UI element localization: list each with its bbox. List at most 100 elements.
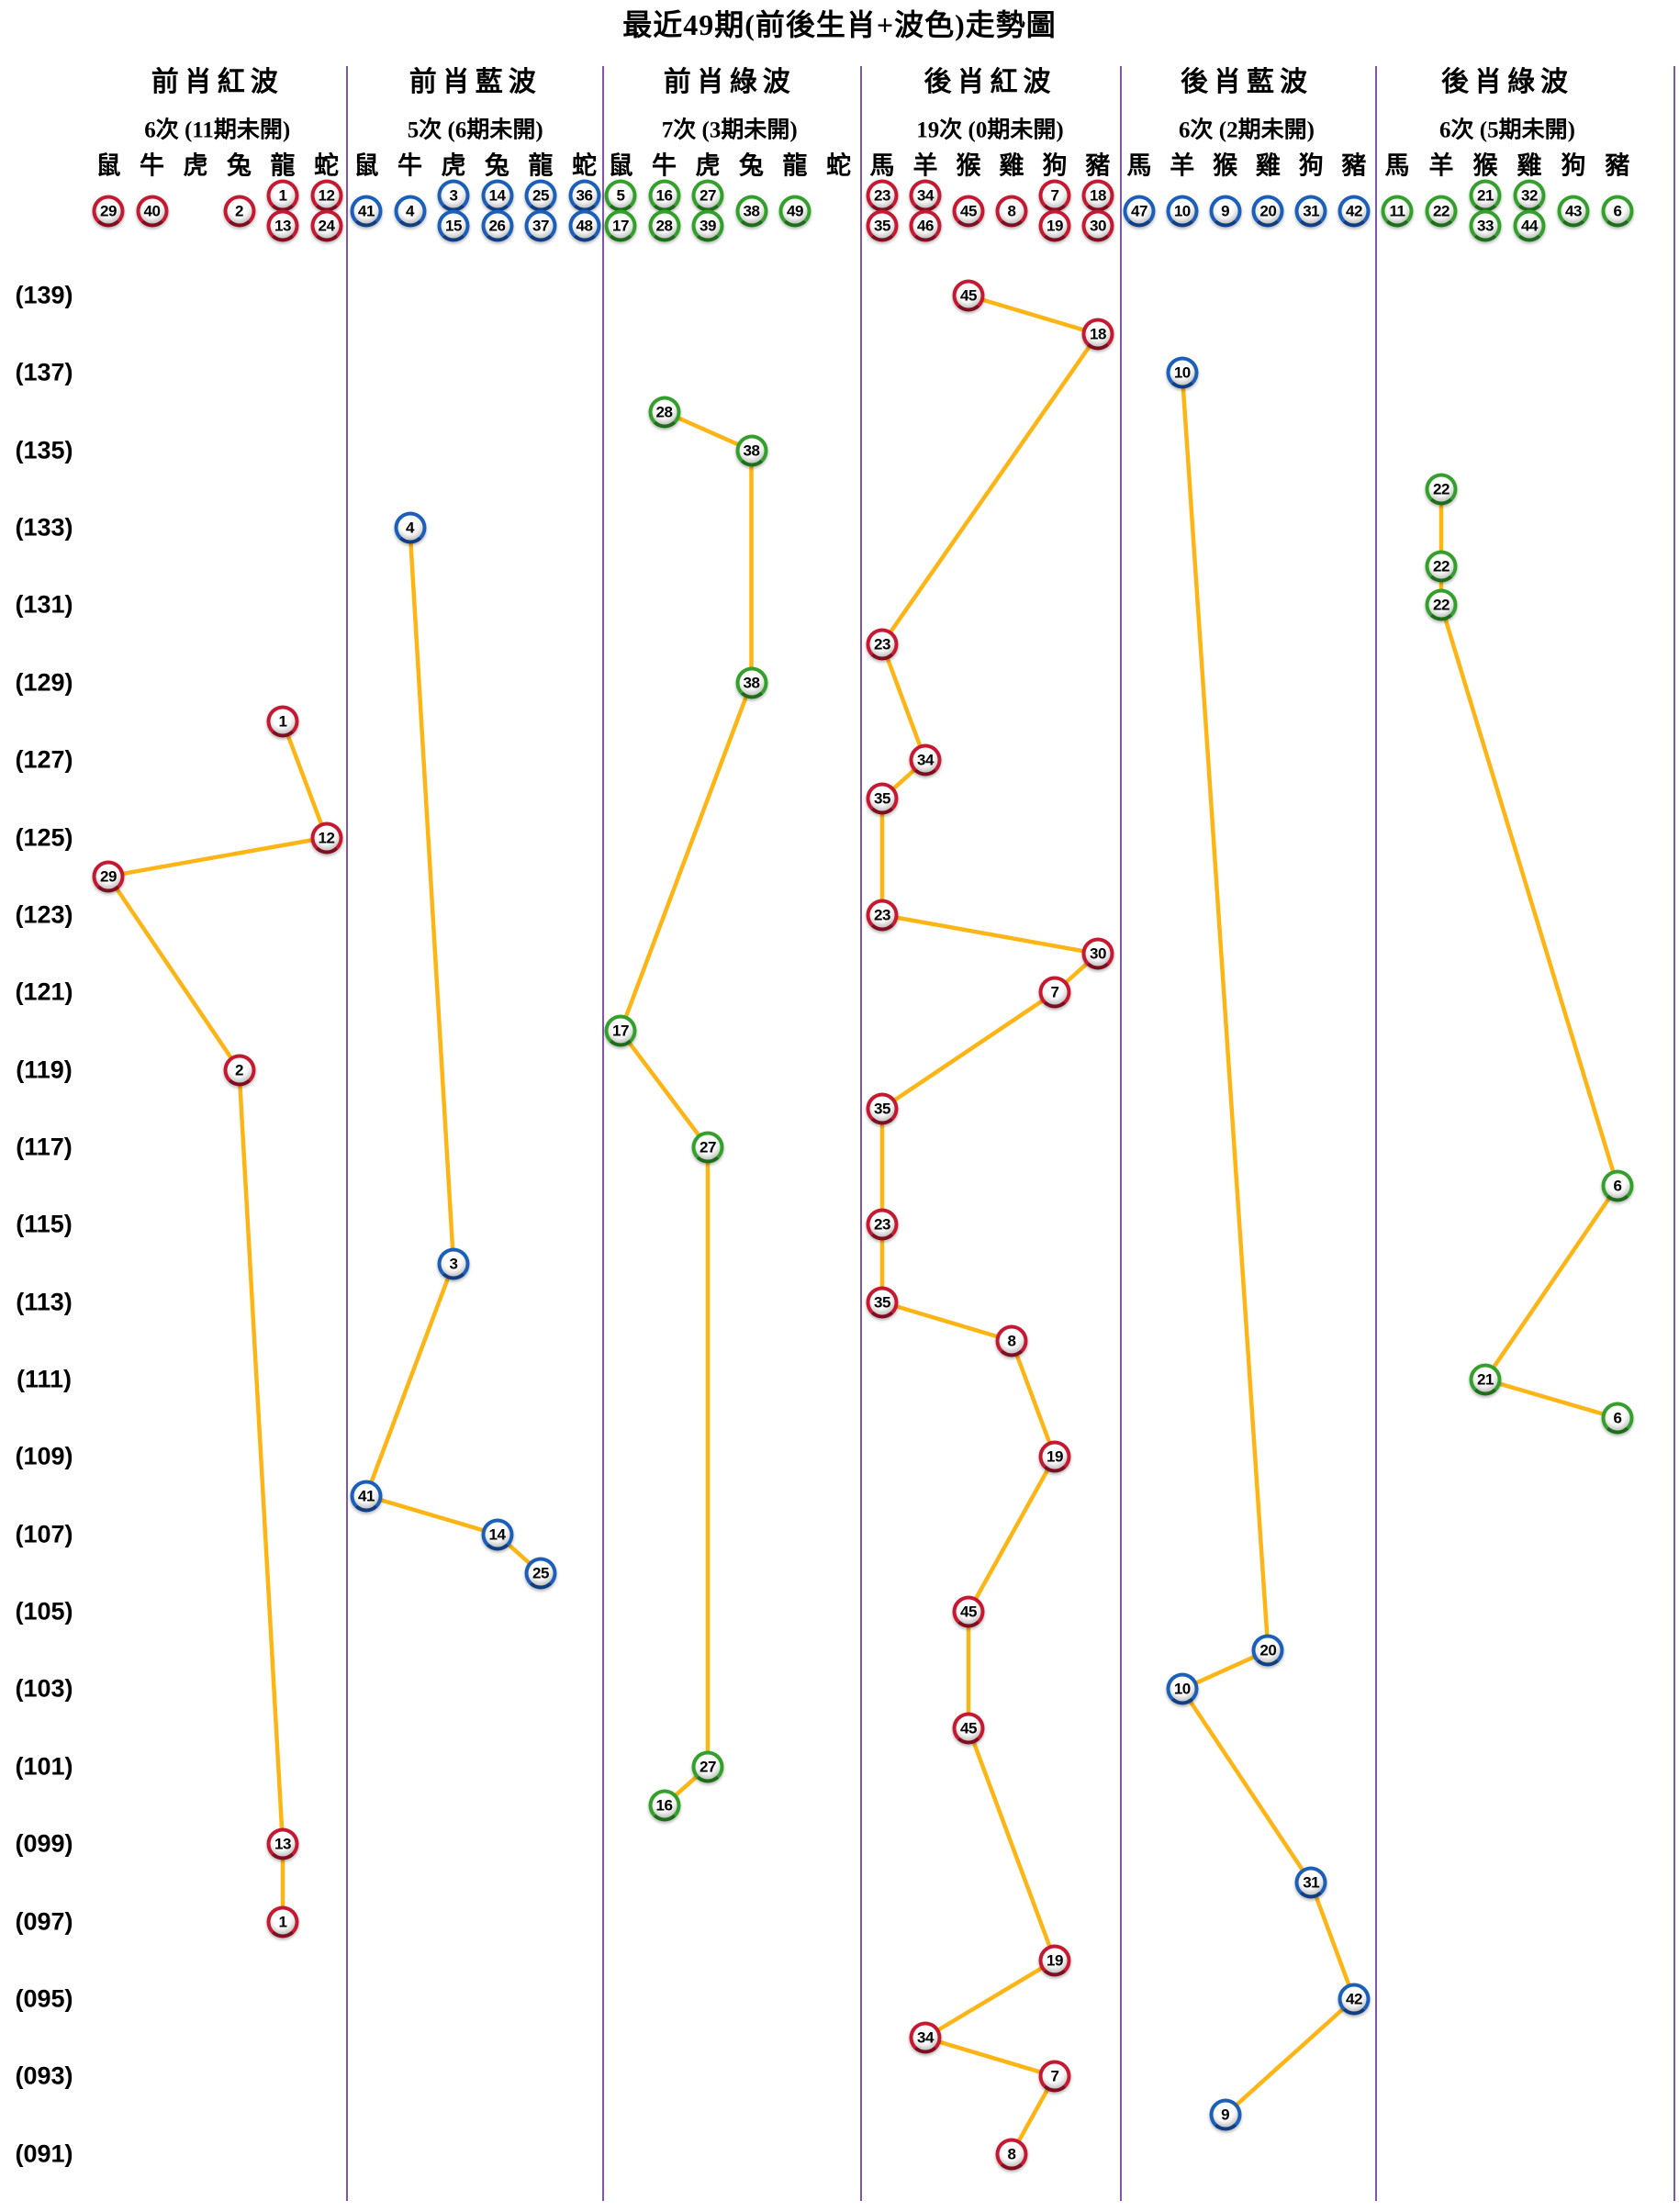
ball-number: 1 (278, 712, 287, 731)
header-ball: 34 (909, 179, 942, 212)
ball-number: 6 (1613, 202, 1622, 219)
ball-number: 19 (1047, 1447, 1063, 1466)
ball-number: 7 (1050, 2067, 1059, 2085)
chart-ball: 13 (266, 1827, 299, 1860)
zodiac-label: 雞 (999, 151, 1024, 180)
zodiac-label: 狗 (1561, 151, 1586, 180)
chart-ball: 27 (691, 1131, 724, 1164)
ball-number: 10 (1173, 363, 1191, 382)
period-label: (093) (15, 2061, 73, 2090)
zodiac-label: 蛇 (572, 151, 597, 180)
chart-ball: 38 (735, 434, 767, 467)
panel-divider (1375, 66, 1377, 2201)
header-ball: 8 (995, 195, 1028, 227)
chart-ball: 10 (1166, 1672, 1199, 1705)
ball-number: 49 (787, 202, 803, 219)
period-label: (113) (16, 1288, 73, 1316)
ball-number: 8 (1007, 1332, 1016, 1350)
ball-number: 18 (1090, 325, 1106, 343)
header-ball: 12 (310, 179, 342, 212)
header-ball: 46 (909, 209, 942, 242)
header-ball: 29 (92, 195, 125, 227)
ball-number: 38 (743, 202, 760, 219)
ball-number: 47 (1131, 202, 1147, 219)
period-label: (133) (15, 513, 73, 542)
chart-ball: 31 (1294, 1866, 1327, 1899)
chart-ball: 23 (866, 899, 899, 932)
trend-line-2 (364, 525, 543, 1576)
header-ball: 45 (952, 195, 985, 227)
page-title: 最近49期(前後生肖+波色)走勢圖 (622, 8, 1057, 41)
ball-number: 34 (917, 751, 934, 769)
period-label: (105) (15, 1597, 73, 1625)
header-ball: 17 (604, 209, 637, 242)
zodiac-label: 猴 (1472, 151, 1498, 180)
header-ball: 11 (1381, 195, 1414, 227)
period-label: (123) (15, 900, 73, 929)
ball-number: 13 (274, 1835, 291, 1853)
header-ball: 4 (394, 195, 426, 227)
header-ball: 20 (1251, 195, 1284, 227)
period-label: (131) (15, 590, 73, 619)
ball-number: 46 (917, 217, 934, 235)
ball-number: 23 (874, 906, 890, 924)
period-label: (115) (16, 1210, 73, 1238)
ball-number: 10 (1173, 202, 1191, 219)
period-label: (111) (16, 1365, 73, 1393)
zodiac-label: 狗 (1042, 151, 1068, 180)
period-label: (117) (16, 1133, 73, 1161)
panel-divider (860, 66, 862, 2201)
ball-number: 34 (917, 186, 934, 205)
ball-number: 23 (874, 635, 890, 654)
panel-title-4: 後肖紅波 (923, 67, 1057, 97)
ball-number: 28 (655, 403, 673, 421)
period-label: (101) (15, 1752, 73, 1781)
ball-number: 30 (1090, 944, 1106, 963)
ball-number: 1 (278, 1913, 287, 1931)
header-ball: 27 (691, 179, 724, 212)
ball-number: 42 (1346, 202, 1362, 219)
zodiac-label: 雞 (1255, 151, 1281, 180)
zodiac-label: 豬 (1341, 151, 1367, 180)
ball-number: 41 (358, 1487, 375, 1505)
chart-ball: 6 (1601, 1169, 1634, 1202)
zodiac-label: 兔 (485, 151, 509, 180)
ball-number: 11 (1389, 202, 1405, 219)
ball-number: 22 (1433, 480, 1450, 498)
zodiac-label: 狗 (1298, 151, 1324, 180)
ball-number: 28 (655, 217, 673, 235)
chart-ball: 41 (350, 1480, 383, 1513)
chart-ball: 27 (691, 1750, 724, 1783)
zodiac-label: 龍 (270, 151, 296, 180)
panel-title-1: 前肖紅波 (151, 67, 284, 97)
ball-number: 48 (576, 217, 593, 235)
ball-number: 36 (576, 186, 593, 205)
period-label: (109) (15, 1442, 73, 1470)
ball-number: 40 (143, 202, 161, 219)
ball-number: 3 (449, 186, 458, 205)
ball-number: 24 (318, 217, 335, 235)
panel-subtitle-1: 6次 (11期未開) (144, 117, 291, 143)
chart-ball: 35 (866, 1286, 899, 1319)
chart-ball: 38 (735, 666, 767, 699)
ball-number: 10 (1173, 1680, 1191, 1698)
chart-ball: 8 (995, 2138, 1028, 2171)
panel-subtitle-3: 7次 (3期未開) (661, 117, 798, 143)
ball-number: 23 (874, 186, 890, 205)
zodiac-label: 虎 (183, 151, 208, 180)
zodiac-label: 羊 (912, 151, 938, 180)
ball-number: 6 (1613, 1177, 1622, 1195)
chart-ball: 7 (1038, 2060, 1071, 2093)
chart-ball: 18 (1081, 318, 1114, 351)
ball-number: 45 (960, 1719, 977, 1737)
ball-number: 42 (1346, 1990, 1362, 2008)
chart-ball: 30 (1081, 937, 1114, 970)
zodiac-label: 蛇 (826, 151, 851, 180)
chart-ball: 20 (1251, 1634, 1284, 1667)
header-ball: 48 (568, 209, 600, 242)
ball-number: 17 (612, 1022, 629, 1040)
chart-ball: 21 (1469, 1363, 1502, 1396)
ball-number: 22 (1433, 202, 1450, 219)
ball-number: 27 (700, 186, 716, 205)
